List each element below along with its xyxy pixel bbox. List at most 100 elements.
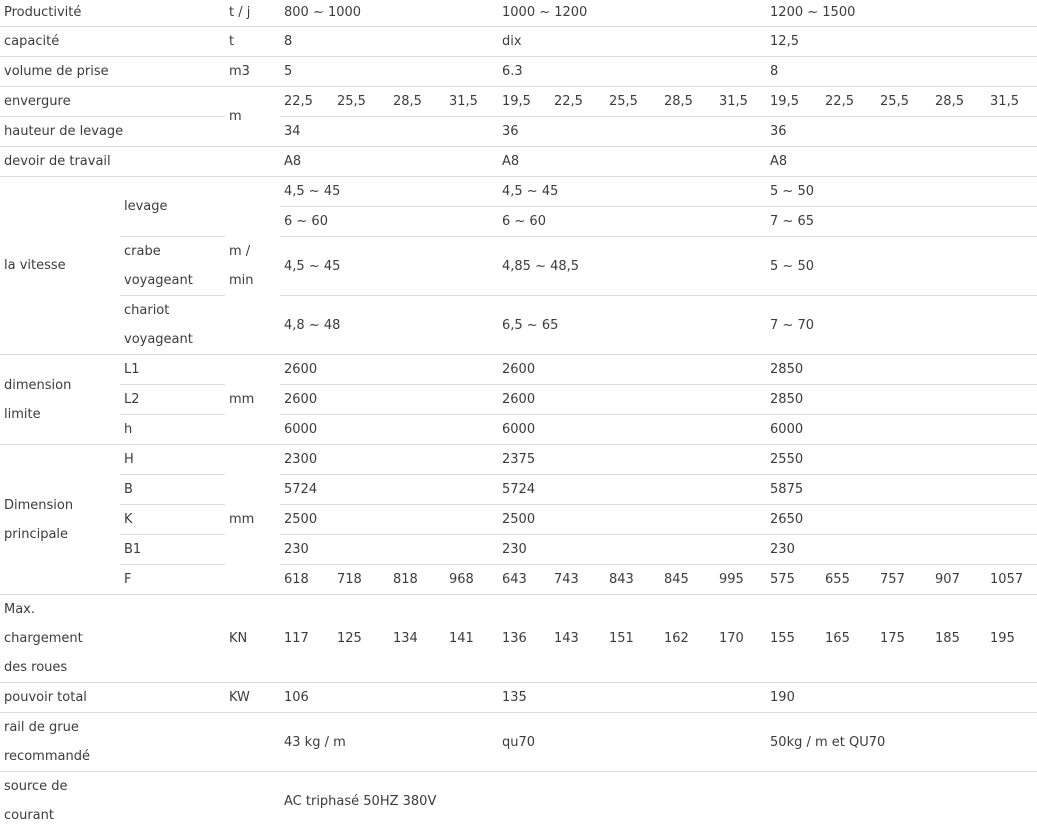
value-cell: 25,5: [605, 87, 660, 117]
table-row: volume de prise m3 5 6.3 8: [0, 57, 1037, 87]
value-cell: 2600: [498, 355, 766, 385]
table-row: hauteur de levage 34 36 36: [0, 117, 1037, 147]
unit-cell: m3: [225, 57, 280, 87]
value-cell: 190: [766, 683, 1037, 713]
sub-label: B: [120, 475, 225, 505]
value-cell: 28,5: [660, 87, 715, 117]
unit-cell: t: [225, 27, 280, 57]
label-line: Dimension: [4, 498, 73, 513]
value-cell: 757: [876, 565, 931, 595]
label-line: recommandé: [4, 749, 90, 764]
table-row: F 618 718 818 968 643 743 843 845 995 57…: [0, 565, 1037, 595]
sub-label: B1: [120, 535, 225, 565]
row-label: hauteur de levage: [0, 117, 225, 147]
row-label: capacité: [0, 27, 225, 57]
value-cell: 195: [986, 595, 1037, 683]
value-cell: 19,5: [498, 87, 550, 117]
value-cell: 175: [876, 595, 931, 683]
row-label: la vitesse: [0, 177, 120, 355]
value-cell: 4,5 ~ 45: [498, 177, 766, 207]
unit-cell: [225, 772, 280, 830]
sub-label: levage: [120, 177, 225, 237]
sub-label: H: [120, 445, 225, 475]
value-cell: 845: [660, 565, 715, 595]
sub-label: voyageant: [120, 266, 225, 296]
value-cell: 155: [766, 595, 821, 683]
table-row: crabe 4,5 ~ 45 4,85 ~ 48,5 5 ~ 50: [0, 237, 1037, 267]
value-cell: 2850: [766, 355, 1037, 385]
row-label: devoir de travail: [0, 147, 225, 177]
value-cell: 25,5: [876, 87, 931, 117]
value-cell: 4,85 ~ 48,5: [498, 237, 766, 296]
label-line: Max.: [4, 602, 35, 617]
unit-cell: m / min: [225, 177, 280, 355]
value-cell: 4,5 ~ 45: [280, 237, 498, 296]
value-cell: 6,5 ~ 65: [498, 296, 766, 355]
value-cell: 618: [280, 565, 333, 595]
value-cell: 1200 ~ 1500: [766, 0, 1037, 27]
value-cell: 5724: [498, 475, 766, 505]
value-cell: 165: [821, 595, 876, 683]
table-row: la vitesse levage m /min 4,5 ~ 45 4,5 ~ …: [0, 177, 1037, 207]
value-cell: 7 ~ 65: [766, 207, 1037, 237]
table-row: B1 230 230 230: [0, 535, 1037, 565]
value-cell: 1000 ~ 1200: [498, 0, 766, 27]
row-label: volume de prise: [0, 57, 225, 87]
value-cell: 6000: [766, 415, 1037, 445]
value-cell: 31,5: [986, 87, 1037, 117]
value-cell: 31,5: [715, 87, 766, 117]
table-row: h 6000 6000 6000: [0, 415, 1037, 445]
value-cell: 34: [280, 117, 498, 147]
value-cell: 743: [550, 565, 605, 595]
value-cell: 2500: [498, 505, 766, 535]
value-cell: 8: [766, 57, 1037, 87]
value-cell: 151: [605, 595, 660, 683]
unit-cell: mm: [225, 445, 280, 595]
value-cell: 117: [280, 595, 333, 683]
value-cell: 12,5: [766, 27, 1037, 57]
value-cell: 968: [445, 565, 498, 595]
value-cell: A8: [766, 147, 1037, 177]
unit-line: m /: [229, 244, 250, 259]
value-cell: 5 ~ 50: [766, 177, 1037, 207]
unit-cell: KN: [225, 595, 280, 683]
value-cell: 135: [498, 683, 766, 713]
value-cell: 2600: [498, 385, 766, 415]
value-cell: 643: [498, 565, 550, 595]
unit-cell: [225, 713, 280, 772]
table-row: B 5724 5724 5875: [0, 475, 1037, 505]
value-cell: 5875: [766, 475, 1037, 505]
value-cell: A8: [280, 147, 498, 177]
value-cell: 5 ~ 50: [766, 237, 1037, 296]
value-cell: 2500: [280, 505, 498, 535]
value-cell: 4,8 ~ 48: [280, 296, 498, 355]
value-cell: 2550: [766, 445, 1037, 475]
value-cell: 141: [445, 595, 498, 683]
value-cell: 718: [333, 565, 389, 595]
value-cell: 843: [605, 565, 660, 595]
table-row: chariot 4,8 ~ 48 6,5 ~ 65 7 ~ 70: [0, 296, 1037, 326]
label-line: rail de grue: [4, 720, 79, 735]
label-line: courant: [4, 808, 54, 823]
table-row: Productivité t / j 800 ~ 1000 1000 ~ 120…: [0, 0, 1037, 27]
value-cell: 36: [498, 117, 766, 147]
value-cell: 185: [931, 595, 986, 683]
value-cell: 6 ~ 60: [280, 207, 498, 237]
unit-line: min: [229, 273, 254, 288]
value-cell: 800 ~ 1000: [280, 0, 498, 27]
label-line: limite: [4, 407, 41, 422]
value-cell: 136: [498, 595, 550, 683]
sub-label: voyageant: [120, 325, 225, 355]
sub-label: crabe: [120, 237, 225, 267]
value-cell: 162: [660, 595, 715, 683]
value-cell: 818: [389, 565, 445, 595]
sub-label: L2: [120, 385, 225, 415]
value-cell: 170: [715, 595, 766, 683]
value-cell: 28,5: [931, 87, 986, 117]
